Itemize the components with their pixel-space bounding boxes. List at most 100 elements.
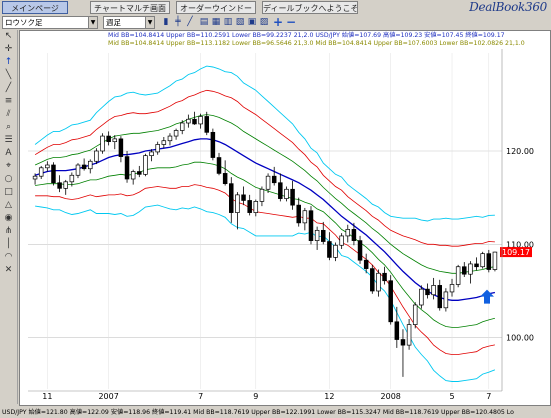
settings-icon[interactable]: ▨	[259, 17, 269, 27]
lower-3sd-band-line	[35, 204, 496, 382]
candle-body	[474, 263, 479, 268]
gann-icon[interactable]: ⌖	[5, 161, 12, 171]
candle-body	[235, 194, 240, 213]
print-icon[interactable]: ▣	[247, 17, 257, 27]
candle-body	[400, 339, 406, 346]
candle-body	[443, 291, 449, 309]
candle-body	[333, 244, 338, 258]
candle-body	[149, 151, 154, 157]
candle-body	[130, 171, 136, 180]
arc-icon[interactable]: ◠	[4, 252, 13, 262]
period-value: 週足	[106, 18, 121, 27]
tab-chart-multi[interactable]: チャートマルチ画面	[90, 1, 170, 14]
candle-body	[155, 144, 160, 153]
chart-type-select[interactable]: ロウソク足 ▼	[2, 16, 98, 29]
candle-body	[192, 118, 197, 125]
candle-body	[57, 182, 62, 189]
dealbook-logo: DealBook360	[469, 0, 547, 14]
main-tab-bar: メインページ チャートマルチ画面 オーダーウインドー ディールブックへようこそ …	[0, 0, 551, 15]
channel-icon[interactable]: ⫽	[6, 109, 11, 119]
fib-icon[interactable]: ☰	[4, 135, 13, 145]
candle-body	[449, 284, 455, 293]
candle-body	[265, 175, 271, 190]
drawing-icon[interactable]: ▦	[211, 17, 221, 27]
table-icon[interactable]: ▥	[223, 17, 233, 27]
indicator-icon[interactable]: ▤	[199, 17, 209, 27]
candle-body	[112, 138, 118, 143]
candle-body	[290, 188, 295, 206]
candle-body	[204, 116, 210, 133]
trend-line-icon[interactable]: ╲	[5, 70, 12, 80]
circle-icon[interactable]: ○	[4, 174, 13, 184]
chart-type-value: ロウソク足	[5, 18, 43, 27]
crosshair-icon[interactable]: ✛	[4, 44, 13, 54]
candle-body	[259, 188, 265, 202]
text-icon[interactable]: A	[5, 148, 12, 158]
candle-body	[253, 201, 259, 213]
horizontal-line-icon[interactable]: ≡	[4, 96, 13, 106]
candle-body	[271, 175, 277, 184]
candle-body	[462, 266, 467, 275]
candle-body	[167, 135, 173, 142]
candle-body	[222, 173, 228, 185]
status-bar: USD/JPY 始値=121.80 高値=122.09 安値=118.96 終値…	[0, 407, 551, 418]
upper-3sd-band-line	[34, 65, 495, 222]
candle-body	[45, 164, 50, 169]
candle-body	[179, 122, 185, 131]
y-tick-label: 100.00	[506, 334, 534, 343]
eye-icon[interactable]: ◉	[4, 213, 13, 223]
tab-order-window[interactable]: オーダーウインドー	[176, 1, 256, 14]
candle-icon[interactable]: ▮	[163, 17, 169, 27]
lower-1sd-band-line	[35, 161, 496, 328]
last-price-tag	[500, 247, 532, 258]
tab-main-page[interactable]: メインページ	[2, 1, 68, 14]
candle-body	[388, 280, 393, 323]
candle-body	[345, 229, 351, 237]
candle-body	[308, 210, 314, 241]
x-tick-label: 7	[198, 392, 203, 401]
candle-body	[320, 229, 326, 242]
zoom-icon[interactable]: ⌕	[5, 122, 12, 132]
candle-body	[100, 135, 105, 152]
bar-chart-icon[interactable]: ╪	[175, 17, 181, 27]
candle-body	[351, 229, 357, 241]
grid-icon[interactable]: ▧	[235, 17, 245, 27]
price-chart[interactable]: 120.00 110.00 100.00 11 2007 7 9 12 2008 5 7 109.17…	[19, 30, 551, 406]
drawing-tools-column: ↖ ✛ ↑ ╲ ╱ ≡ ⫽ ⌕ ☰ A ⌖ ○ □ △ ◉ ⋔ │ ◠ ✕	[0, 30, 18, 404]
candle-body	[314, 229, 320, 241]
candle-body	[75, 164, 81, 176]
legend-line-2: Mid BB=104.8414 Upper BB=113.1182 Lower …	[108, 40, 525, 47]
upper-1sd-band-line	[34, 114, 495, 274]
zoom-in-button[interactable]: +	[272, 15, 284, 29]
chart-canvas[interactable]: 120.00 110.00 100.00 11 2007 7 9 12 2008 5 7 109.17	[20, 31, 550, 405]
tab-welcome-dealbook[interactable]: ディールブックへようこそ	[262, 1, 358, 14]
candle-body	[143, 155, 148, 175]
candle-body	[173, 130, 179, 137]
candle-body	[419, 288, 424, 306]
candle-body	[106, 135, 111, 143]
zoom-out-button[interactable]: −	[285, 15, 297, 29]
up-arrow-icon[interactable]: ↑	[4, 57, 13, 67]
ray-line-icon[interactable]: ╱	[5, 83, 12, 93]
rectangle-icon[interactable]: □	[4, 187, 13, 197]
line-chart-icon[interactable]: ╱	[187, 17, 193, 27]
mid-band-line	[34, 138, 496, 301]
candle-body	[327, 241, 332, 258]
candle-body	[51, 164, 56, 184]
vertical-line-icon[interactable]: │	[5, 239, 12, 249]
delete-icon[interactable]: ✕	[4, 265, 13, 275]
candle-body	[363, 259, 369, 269]
cursor-icon[interactable]: ↖	[4, 31, 13, 41]
candle-body	[394, 321, 400, 340]
candle-body	[278, 182, 283, 199]
candle-body	[186, 118, 191, 124]
y-tick-label: 120.00	[506, 147, 534, 156]
triangle-icon[interactable]: △	[5, 200, 12, 210]
candle-body	[370, 268, 375, 292]
period-select[interactable]: 週足 ▼	[103, 16, 155, 29]
candle-body	[198, 116, 203, 125]
candle-body	[241, 194, 246, 201]
pitchfork-icon[interactable]: ⋔	[4, 226, 13, 236]
candle-body	[216, 157, 222, 174]
